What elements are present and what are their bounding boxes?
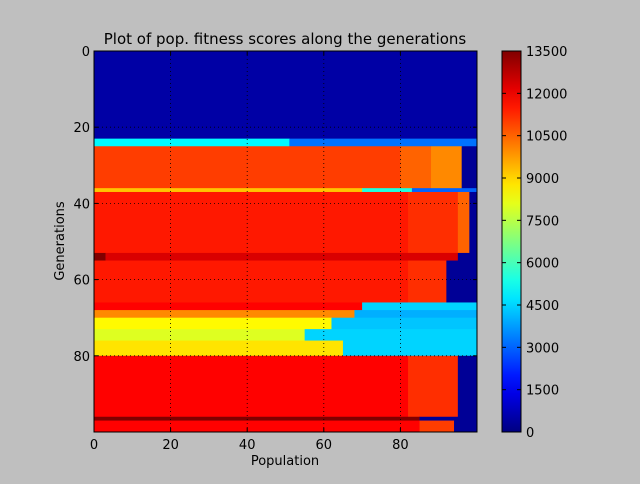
heatmap-cell	[94, 51, 478, 140]
y-tick-label: 60	[73, 274, 90, 289]
heatmap-cell	[457, 252, 478, 261]
heatmap-cell	[94, 317, 332, 330]
heatmap-cell	[408, 355, 459, 418]
colorbar-tick-label: 1500	[526, 384, 559, 399]
heatmap-cell	[362, 302, 478, 311]
plot-frame	[93, 50, 478, 433]
x-tick-label: 80	[392, 438, 409, 453]
heatmap-cell	[94, 191, 409, 254]
heatmap-cell	[400, 146, 432, 189]
heatmap-cell	[94, 252, 106, 261]
heatmap-cell	[431, 146, 463, 189]
heatmap-cell	[105, 252, 459, 261]
heatmap-cell	[94, 138, 290, 147]
y-axis-ticks: 0 20 40 60 80	[73, 45, 477, 365]
y-axis-label: Generations	[53, 201, 68, 281]
heatmap-cell	[342, 340, 478, 357]
colorbar-ticks: 0 1500 3000 4500 6000 7500 9000 10500 12000 13500	[502, 45, 567, 441]
heatmap-cell	[94, 310, 355, 319]
y-tick-label: 0	[82, 45, 90, 60]
heatmap-cells	[94, 51, 478, 433]
colorbar-tick-label: 13500	[526, 45, 567, 60]
heatmap-cell	[457, 355, 478, 418]
heatmap-cell	[408, 191, 459, 254]
heatmap-cell	[94, 420, 420, 433]
colorbar-tick-label: 12000	[526, 87, 567, 102]
chart-title: Plot of pop. fitness scores along the ge…	[104, 30, 467, 48]
heatmap-cell	[446, 260, 478, 303]
colorbar-tick-label: 9000	[526, 172, 559, 187]
x-axis-label: Population	[251, 454, 319, 469]
heatmap-cell	[362, 188, 413, 193]
heatmap-cell	[94, 302, 363, 311]
x-tick-label: 0	[90, 438, 98, 453]
heatmap-cell	[457, 191, 470, 254]
heatmap-cell	[419, 420, 455, 433]
x-tick-label: 40	[239, 438, 256, 453]
heatmap-cell	[461, 146, 478, 189]
heatmap-cell	[354, 310, 478, 319]
heatmap-cell	[469, 191, 478, 254]
x-tick-label: 60	[316, 438, 333, 453]
colorbar-tick-label: 4500	[526, 299, 559, 314]
colorbar	[501, 50, 522, 433]
heatmap-cell	[94, 340, 344, 357]
heatmap-cell	[289, 138, 478, 147]
colorbar-tick-label: 7500	[526, 214, 559, 229]
heatmap-cell	[94, 260, 409, 303]
heatmap-cell	[94, 355, 409, 418]
colorbar-tick-label: 6000	[526, 257, 559, 272]
y-tick-label: 20	[73, 121, 90, 136]
heatmap-cell	[331, 317, 478, 330]
heatmap-cell	[419, 416, 478, 421]
y-tick-label: 80	[73, 350, 90, 365]
heatmap-cell	[94, 416, 420, 421]
heatmap-cell	[94, 188, 363, 193]
heatmap-cell	[304, 329, 478, 341]
colorbar-tick-label: 10500	[526, 130, 567, 145]
colorbar-tick-label: 0	[526, 426, 534, 441]
heatmap-cell	[94, 329, 306, 341]
x-tick-label: 20	[162, 438, 179, 453]
heatmap-cell	[408, 260, 447, 303]
x-axis-ticks: 0 20 40 60 80	[90, 51, 409, 453]
y-tick-label: 40	[73, 197, 90, 212]
heatmap-cell	[411, 188, 478, 193]
heatmap-cell	[454, 420, 478, 433]
colorbar-tick-label: 3000	[526, 341, 559, 356]
